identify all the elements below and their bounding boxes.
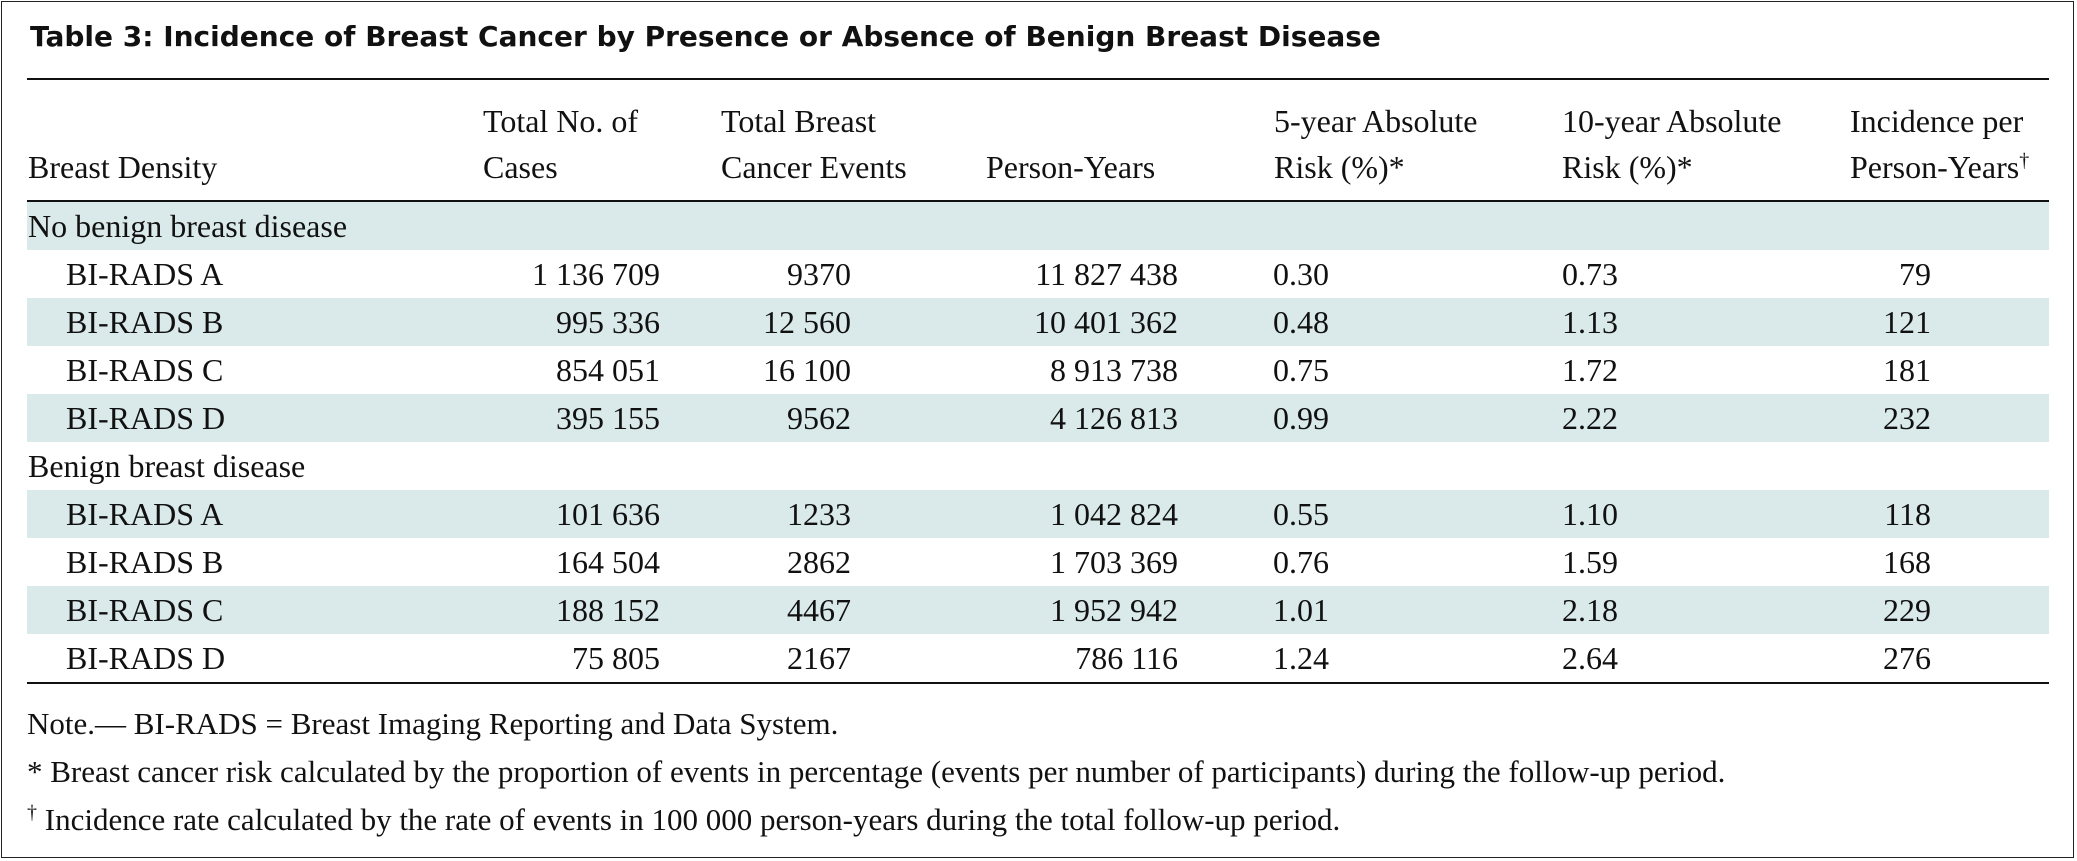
cell-density: BI-RADS D <box>66 640 226 676</box>
header-breast-density-text: Breast Density <box>28 149 218 185</box>
header-incidence-line2: Person-Years† <box>1850 144 2029 190</box>
cell-risk5: 0.55 <box>1273 496 1329 532</box>
table-row: BI-RADS B 164 504 2862 1 703 369 0.76 1.… <box>27 538 2049 586</box>
footnote-dagger: † Incidence rate calculated by the rate … <box>27 800 1340 840</box>
footnote-note: Note.— BI-RADS = Breast Imaging Reportin… <box>27 706 839 741</box>
table-title: Table 3: Incidence of Breast Cancer by P… <box>30 20 1381 53</box>
cell-person-years: 11 827 438 <box>1035 256 1178 292</box>
cell-risk10: 0.73 <box>1562 256 1618 292</box>
cell-incidence: 121 <box>1883 304 1931 340</box>
cell-density: BI-RADS C <box>66 592 224 628</box>
cell-density: BI-RADS D <box>66 400 226 436</box>
cell-cases: 101 636 <box>556 496 660 532</box>
header-incidence-line1: Incidence per <box>1850 103 2024 139</box>
footnote-asterisk: * Breast cancer risk calculated by the p… <box>27 754 1726 789</box>
cell-risk10: 2.64 <box>1562 640 1618 676</box>
cell-incidence: 168 <box>1883 544 1931 580</box>
cell-events: 9370 <box>787 256 851 292</box>
cell-incidence: 181 <box>1883 352 1931 388</box>
header-person-years-text: Person-Years <box>986 149 1156 185</box>
cell-risk10: 2.22 <box>1562 400 1618 436</box>
cell-person-years: 786 116 <box>1075 640 1178 676</box>
cell-density: BI-RADS B <box>66 544 224 580</box>
cell-risk10: 1.10 <box>1562 496 1618 532</box>
cell-incidence: 276 <box>1883 640 1931 676</box>
cell-events: 2862 <box>787 544 851 580</box>
cell-cases: 1 136 709 <box>532 256 660 292</box>
header-total-events-line1: Total Breast <box>721 103 877 139</box>
cell-risk5: 1.01 <box>1273 592 1329 628</box>
header-5yr-risk-line1: 5-year Absolute <box>1274 103 1478 139</box>
table-row: BI-RADS C 188 152 4467 1 952 942 1.01 2.… <box>27 586 2049 634</box>
cell-density: BI-RADS A <box>66 496 224 532</box>
cell-events: 12 560 <box>763 304 851 340</box>
cell-risk10: 1.72 <box>1562 352 1618 388</box>
header-incidence: Incidence per Person-Years† <box>1850 98 2029 190</box>
cell-cases: 395 155 <box>556 400 660 436</box>
cell-person-years: 1 703 369 <box>1050 544 1178 580</box>
header-incidence-dagger: † <box>2019 149 2030 172</box>
header-10yr-risk-line2: Risk (%)* <box>1562 149 1693 185</box>
bottom-rule <box>27 682 2049 684</box>
group-row: No benign breast disease <box>27 202 2049 250</box>
cell-events: 1233 <box>787 496 851 532</box>
cell-risk10: 2.18 <box>1562 592 1618 628</box>
group-label: No benign breast disease <box>28 208 348 244</box>
group-row: Benign breast disease <box>27 442 2049 490</box>
header-total-events: Total Breast Cancer Events <box>721 98 907 190</box>
footnote-dagger-text: Incidence rate calculated by the rate of… <box>37 802 1341 837</box>
cell-incidence: 232 <box>1883 400 1931 436</box>
header-rule <box>27 200 2049 202</box>
cell-cases: 188 152 <box>556 592 660 628</box>
header-total-events-line2: Cancer Events <box>721 149 907 185</box>
cell-events: 4467 <box>787 592 851 628</box>
header-person-years: Person-Years <box>986 144 1155 190</box>
cell-risk5: 0.30 <box>1273 256 1329 292</box>
cell-person-years: 8 913 738 <box>1050 352 1178 388</box>
cell-risk5: 0.75 <box>1273 352 1329 388</box>
header-total-cases-line2: Cases <box>483 149 558 185</box>
cell-events: 16 100 <box>763 352 851 388</box>
cell-incidence: 229 <box>1883 592 1931 628</box>
header-5yr-risk: 5-year Absolute Risk (%)* <box>1274 98 1478 190</box>
table-row: BI-RADS C 854 051 16 100 8 913 738 0.75 … <box>27 346 2049 394</box>
header-total-cases-line1: Total No. of <box>483 103 639 139</box>
cell-events: 9562 <box>787 400 851 436</box>
group-label: Benign breast disease <box>28 448 306 484</box>
top-rule <box>27 78 2049 80</box>
cell-density: BI-RADS B <box>66 304 224 340</box>
header-5yr-risk-line2: Risk (%)* <box>1274 149 1405 185</box>
cell-cases: 164 504 <box>556 544 660 580</box>
cell-person-years: 1 952 942 <box>1050 592 1178 628</box>
cell-cases: 995 336 <box>556 304 660 340</box>
cell-person-years: 4 126 813 <box>1050 400 1178 436</box>
table-row: BI-RADS A 101 636 1233 1 042 824 0.55 1.… <box>27 490 2049 538</box>
header-total-cases: Total No. of Cases <box>483 98 638 190</box>
header-breast-density: Breast Density <box>28 144 217 190</box>
cell-density: BI-RADS C <box>66 352 224 388</box>
cell-cases: 75 805 <box>572 640 660 676</box>
cell-risk5: 0.48 <box>1273 304 1329 340</box>
header-incidence-line2-text: Person-Years <box>1850 149 2020 185</box>
table-row: BI-RADS A 1 136 709 9370 11 827 438 0.30… <box>27 250 2049 298</box>
cell-events: 2167 <box>787 640 851 676</box>
cell-person-years: 10 401 362 <box>1034 304 1178 340</box>
cell-risk5: 0.99 <box>1273 400 1329 436</box>
cell-incidence: 79 <box>1899 256 1931 292</box>
table-row: BI-RADS D 75 805 2167 786 116 1.24 2.64 … <box>27 634 2049 682</box>
table-row: BI-RADS B 995 336 12 560 10 401 362 0.48… <box>27 298 2049 346</box>
table-row: BI-RADS D 395 155 9562 4 126 813 0.99 2.… <box>27 394 2049 442</box>
cell-risk10: 1.59 <box>1562 544 1618 580</box>
cell-density: BI-RADS A <box>66 256 224 292</box>
cell-cases: 854 051 <box>556 352 660 388</box>
cell-risk10: 1.13 <box>1562 304 1618 340</box>
cell-risk5: 0.76 <box>1273 544 1329 580</box>
header-10yr-risk-line1: 10-year Absolute <box>1562 103 1782 139</box>
cell-risk5: 1.24 <box>1273 640 1329 676</box>
cell-incidence: 118 <box>1884 496 1931 532</box>
header-10yr-risk: 10-year Absolute Risk (%)* <box>1562 98 1782 190</box>
footnote-dagger-mark: † <box>27 801 37 824</box>
cell-person-years: 1 042 824 <box>1050 496 1178 532</box>
